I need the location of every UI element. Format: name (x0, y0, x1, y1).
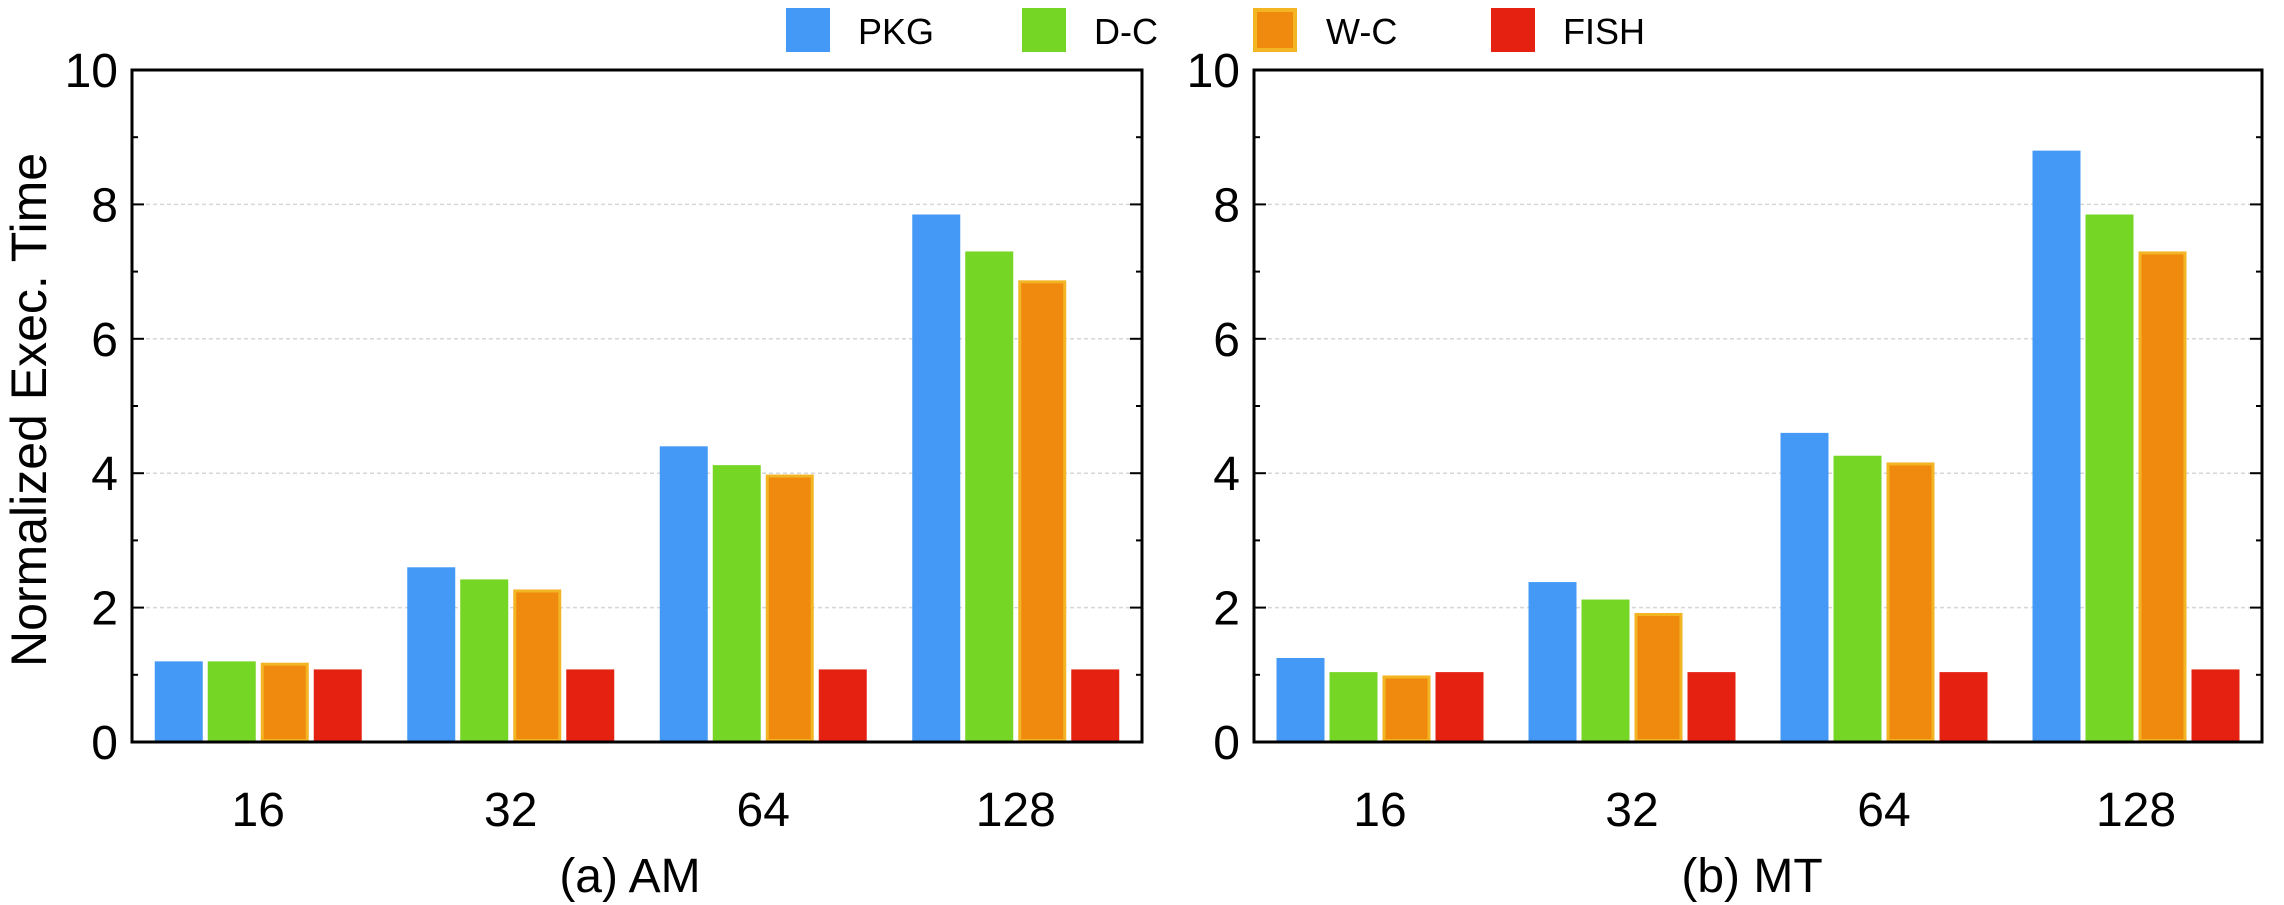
bar-mt-dc-32 (1581, 599, 1630, 742)
bar-am-fish-16 (313, 669, 362, 742)
ytick-label-am-10: 10 (65, 45, 118, 98)
xtick-label-mt-32: 32 (1605, 784, 1658, 837)
xtick-label-am-128: 128 (976, 784, 1056, 837)
bar-mt-wc-16 (1382, 675, 1431, 742)
bar-am-pkg-16 (154, 661, 203, 742)
ytick-label-am-2: 2 (91, 583, 118, 636)
plot-frame-mt (1252, 68, 2264, 744)
bar-mt-fish-32 (1687, 672, 1736, 742)
legend-swatch-dc (1022, 8, 1066, 52)
ytick-label-am-8: 8 (91, 179, 118, 232)
bar-mt-pkg-32 (1528, 582, 1577, 742)
panel-mt: 0 2 4 6 8 10 16 32 64 128 (1187, 45, 2264, 837)
xtick-label-am-16: 16 (232, 784, 285, 837)
legend-label-dc: D-C (1094, 11, 1158, 52)
legend-swatch-fish (1491, 8, 1535, 52)
bar-am-dc-64 (712, 465, 761, 742)
ytick-label-am-6: 6 (91, 314, 118, 367)
legend-label-pkg: PKG (858, 11, 934, 52)
bar-am-pkg-64 (659, 446, 708, 742)
bar-am-wc-128 (1018, 280, 1067, 742)
ytick-label-am-4: 4 (91, 448, 118, 501)
xtick-label-am-64: 64 (737, 784, 790, 837)
xtick-label-mt-16: 16 (1353, 784, 1406, 837)
bar-mt-dc-64 (1833, 455, 1882, 742)
ytick-label-am-0: 0 (91, 717, 118, 770)
bar-am-fish-32 (566, 669, 615, 742)
bar-am-pkg-32 (407, 567, 456, 742)
bar-am-wc-64 (765, 474, 814, 742)
panel-am: 0 2 4 6 8 10 16 32 64 128 (65, 45, 1144, 837)
bar-mt-dc-16 (1329, 672, 1378, 742)
bar-am-fish-64 (818, 669, 867, 742)
caption-am: (a) AM (559, 850, 700, 903)
ytick-label-mt-6: 6 (1213, 314, 1240, 367)
bar-mt-fish-64 (1939, 672, 1988, 742)
bar-am-dc-128 (965, 251, 1014, 742)
bar-am-fish-128 (1071, 669, 1120, 742)
bar-mt-pkg-128 (2032, 150, 2081, 742)
ytick-label-mt-2: 2 (1213, 583, 1240, 636)
bar-am-wc-16 (260, 662, 309, 742)
bar-mt-wc-32 (1634, 612, 1683, 743)
xtick-label-am-32: 32 (484, 784, 537, 837)
bar-mt-fish-16 (1435, 672, 1484, 742)
xtick-label-mt-64: 64 (1857, 784, 1910, 837)
plot-frame-am (130, 68, 1144, 744)
legend-label-fish: FISH (1563, 11, 1645, 52)
bar-mt-dc-128 (2085, 214, 2134, 743)
bar-mt-pkg-64 (1780, 432, 1829, 742)
legend-swatch-pkg (786, 8, 830, 52)
bar-mt-wc-128 (2138, 251, 2187, 742)
ytick-label-mt-8: 8 (1213, 179, 1240, 232)
legend-label-wc: W-C (1326, 11, 1397, 52)
bar-mt-wc-64 (1886, 462, 1935, 742)
caption-mt: (b) MT (1681, 850, 1822, 903)
bar-am-dc-32 (460, 579, 509, 742)
bar-mt-fish-128 (2191, 669, 2240, 742)
legend: PKG D-C W-C FISH (786, 8, 1645, 52)
ytick-label-mt-10: 10 (1187, 45, 1240, 98)
ytick-label-mt-0: 0 (1213, 717, 1240, 770)
ytick-label-mt-4: 4 (1213, 448, 1240, 501)
bar-am-dc-16 (207, 661, 256, 742)
xtick-label-mt-128: 128 (2096, 784, 2176, 837)
bar-mt-pkg-16 (1276, 658, 1325, 742)
y-axis-label: Normalized Exec. Time (1, 153, 57, 667)
bar-am-pkg-128 (912, 214, 961, 743)
bar-am-wc-32 (513, 589, 562, 742)
legend-swatch-wc (1253, 8, 1297, 52)
